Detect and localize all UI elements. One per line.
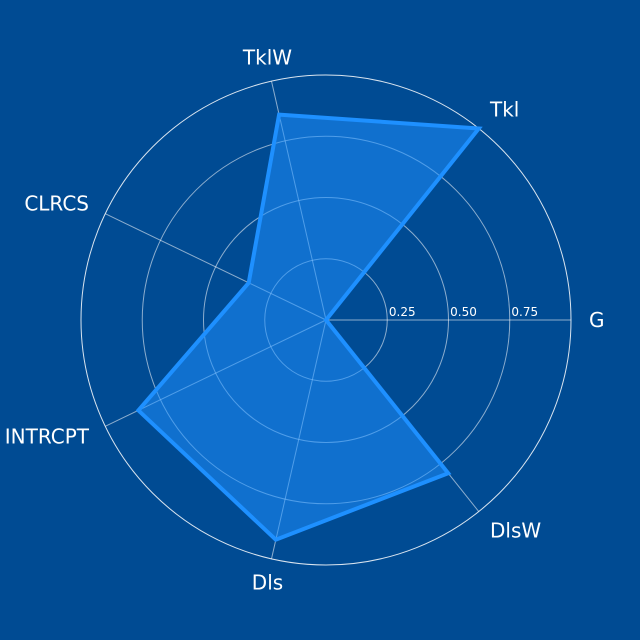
category-label: Tkl (489, 98, 519, 122)
radial-tick-label: 0.75 (511, 305, 538, 319)
category-label: TklW (242, 46, 292, 70)
category-label: CLRCS (24, 191, 89, 215)
series-area (138, 114, 479, 540)
category-label: Dls (252, 570, 283, 594)
series-line (135, 112, 483, 543)
category-label: DlsW (490, 518, 541, 542)
radial-tick-label: 0.25 (389, 305, 416, 319)
radial-tick-label: 0.50 (450, 305, 477, 319)
series-layer (135, 112, 483, 543)
category-label: INTRCPT (5, 425, 90, 449)
label-layer: 0.25 0.50 0.75 G Tkl TklW CLRCS INTRCPT Dls DlsW (5, 46, 605, 595)
category-label: G (589, 308, 605, 332)
